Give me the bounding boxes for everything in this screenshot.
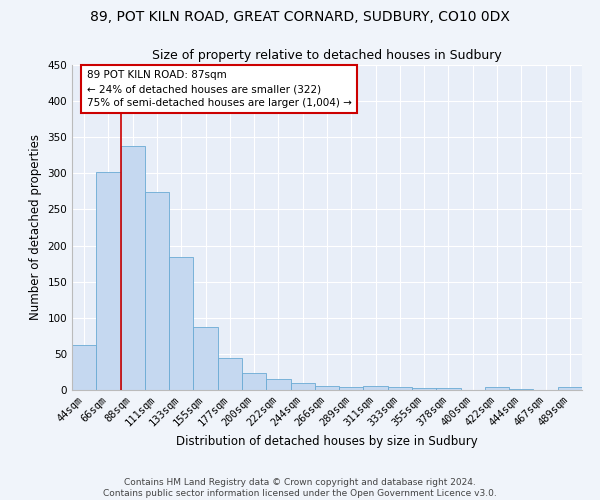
- Bar: [558, 387, 582, 390]
- Bar: [364, 386, 388, 390]
- Bar: [145, 192, 169, 390]
- Bar: [290, 383, 315, 390]
- Bar: [72, 345, 96, 390]
- Bar: [412, 388, 436, 390]
- Bar: [315, 386, 339, 390]
- Text: 89, POT KILN ROAD, GREAT CORNARD, SUDBURY, CO10 0DX: 89, POT KILN ROAD, GREAT CORNARD, SUDBUR…: [90, 10, 510, 24]
- Bar: [193, 327, 218, 390]
- Bar: [436, 388, 461, 390]
- Text: Contains HM Land Registry data © Crown copyright and database right 2024.
Contai: Contains HM Land Registry data © Crown c…: [103, 478, 497, 498]
- Y-axis label: Number of detached properties: Number of detached properties: [29, 134, 42, 320]
- Bar: [388, 387, 412, 390]
- X-axis label: Distribution of detached houses by size in Sudbury: Distribution of detached houses by size …: [176, 436, 478, 448]
- Bar: [169, 257, 193, 390]
- Text: 89 POT KILN ROAD: 87sqm
← 24% of detached houses are smaller (322)
75% of semi-d: 89 POT KILN ROAD: 87sqm ← 24% of detache…: [86, 70, 352, 108]
- Bar: [218, 358, 242, 390]
- Bar: [485, 387, 509, 390]
- Bar: [266, 379, 290, 390]
- Bar: [96, 172, 121, 390]
- Bar: [121, 146, 145, 390]
- Bar: [242, 372, 266, 390]
- Title: Size of property relative to detached houses in Sudbury: Size of property relative to detached ho…: [152, 50, 502, 62]
- Bar: [339, 387, 364, 390]
